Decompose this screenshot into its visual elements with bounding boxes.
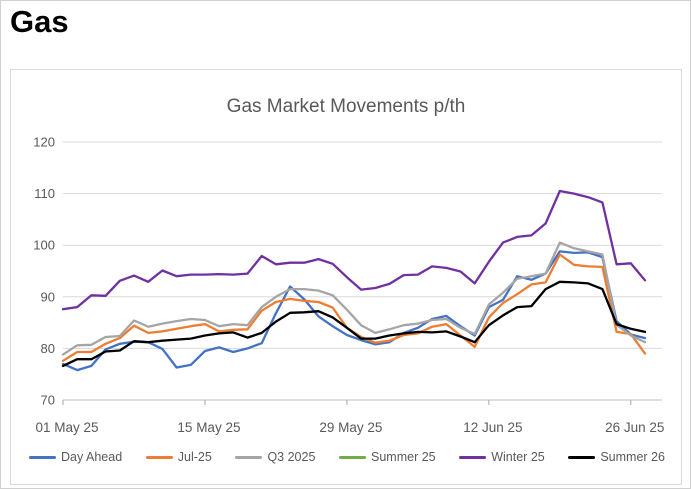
gas-movements-line-chart: 70 80 90 100 110 120 01 May 25 15 May 25 29 May … <box>33 135 664 436</box>
y-axis-label-70: 70 <box>41 393 55 408</box>
legend-item-q3-2025: Q3 2025 <box>235 450 315 464</box>
y-axis-label-100: 100 <box>33 238 55 253</box>
chart-title: Gas Market Movements p/th <box>226 96 466 117</box>
page-title: Gas <box>10 4 69 39</box>
legend-label: Summer 26 <box>600 450 665 464</box>
y-axis-label-80: 80 <box>41 341 55 356</box>
legend-label: Winter 25 <box>491 450 545 464</box>
series-line-q3-2025 <box>61 241 647 356</box>
chart-legend: Day Ahead Jul-25 Q3 2025 Summer 25 Winter 25… <box>29 450 665 464</box>
legend-item-summer-25: Summer 25 <box>339 450 436 464</box>
legend-swatch-winter-25 <box>459 455 487 459</box>
x-axis-label-3: 12 Jun 25 <box>463 420 522 435</box>
x-axis-label-1: 15 May 25 <box>177 420 240 435</box>
x-axis-label-2: 29 May 25 <box>319 420 382 435</box>
gas-chart-container: 70 80 90 100 110 120 01 May 25 15 May 25 29 May … <box>10 69 682 485</box>
series-line-day-ahead <box>61 250 647 372</box>
legend-swatch-q3-2025 <box>235 455 263 459</box>
x-axis-label-0: 01 May 25 <box>35 420 98 435</box>
series-line-jul-25 <box>61 253 647 362</box>
legend-item-day-ahead: Day Ahead <box>29 450 122 464</box>
legend-item-winter-25: Winter 25 <box>459 450 545 464</box>
legend-swatch-summer-25 <box>339 455 367 459</box>
legend-label: Summer 25 <box>371 450 436 464</box>
legend-label: Day Ahead <box>61 450 123 464</box>
y-axis-label-120: 120 <box>33 135 55 150</box>
y-axis-label-90: 90 <box>41 289 55 304</box>
legend-swatch-jul-25 <box>145 455 173 459</box>
y-axis-label-110: 110 <box>34 186 55 201</box>
series-line-winter-25 <box>61 189 647 311</box>
legend-label: Jul-25 <box>177 450 212 464</box>
series-line-summer-26 <box>61 280 647 368</box>
legend-item-summer-26: Summer 26 <box>568 450 665 464</box>
legend-label: Q3 2025 <box>267 450 316 464</box>
legend-swatch-day-ahead <box>29 455 56 459</box>
legend-item-jul-25: Jul-25 <box>145 450 212 464</box>
x-axis-label-4: 26 Jun 25 <box>605 420 664 435</box>
legend-swatch-summer-26 <box>568 455 596 459</box>
